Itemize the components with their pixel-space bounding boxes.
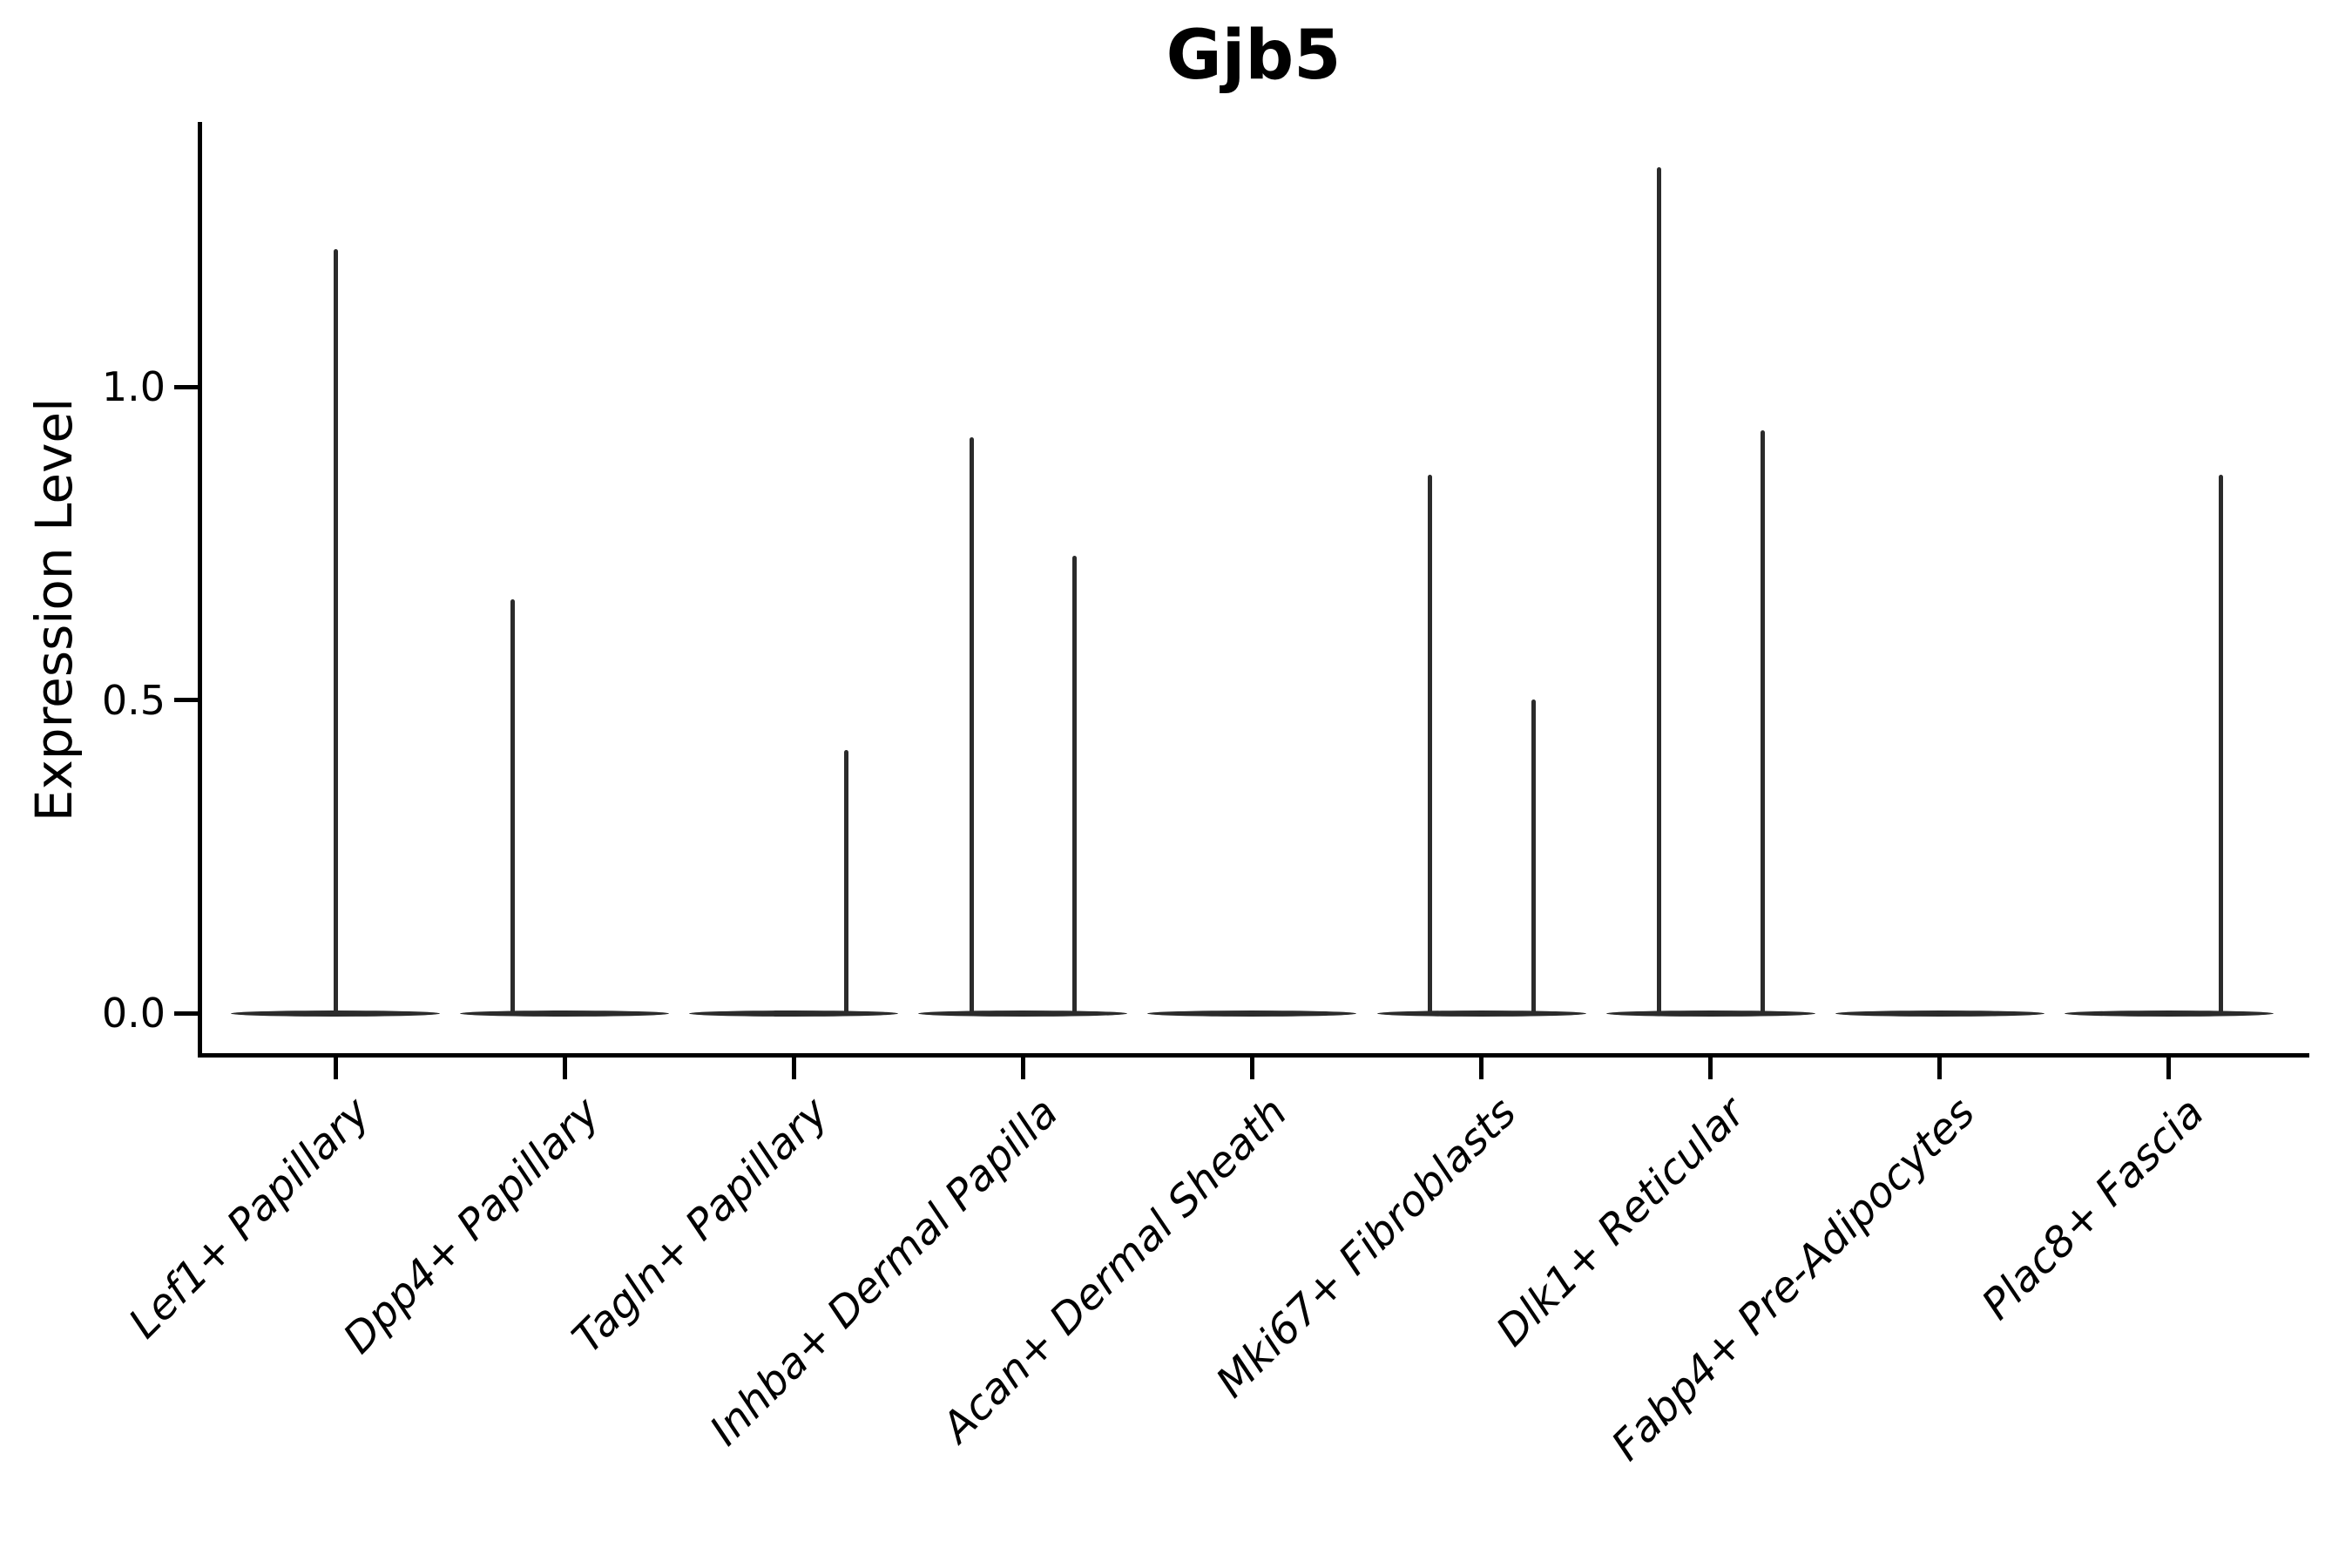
- violin-body: [918, 1010, 1128, 1017]
- violin-spike: [1761, 430, 1766, 1013]
- violin-body: [231, 1010, 440, 1017]
- x-axis-spine: [198, 1053, 2309, 1058]
- y-tick: [174, 1010, 198, 1016]
- x-tick-label: Dpp4+ Papillary: [334, 1088, 609, 1363]
- violin-body: [460, 1010, 670, 1017]
- x-tick: [333, 1058, 338, 1079]
- violin-spike: [843, 750, 848, 1013]
- x-tick: [1249, 1058, 1254, 1079]
- x-tick: [1937, 1058, 1943, 1079]
- violin-spike: [1531, 700, 1536, 1013]
- x-tick-label: Dlk1+ Reticular: [1487, 1088, 1755, 1356]
- violin-body: [1605, 1010, 1815, 1017]
- x-tick-label: Plac8+ Fascia: [1971, 1088, 2213, 1329]
- y-axis-spine: [198, 122, 202, 1058]
- x-tick: [2166, 1058, 2172, 1079]
- x-tick: [1020, 1058, 1025, 1079]
- violin-spike: [2219, 475, 2224, 1013]
- violin-spike: [333, 249, 338, 1013]
- x-tick: [562, 1058, 567, 1079]
- violin-body: [1147, 1010, 1357, 1017]
- y-tick-label: 0.0: [101, 990, 166, 1037]
- violin-spike: [1071, 556, 1077, 1013]
- violin-body: [1835, 1010, 2044, 1017]
- violin-spike: [969, 437, 974, 1013]
- violin-spike: [1428, 475, 1432, 1013]
- violin-body: [2064, 1010, 2274, 1017]
- y-tick: [174, 698, 198, 702]
- x-tick-label: Lef1+ Papillary: [119, 1088, 380, 1348]
- chart-title: Gjb5: [1166, 17, 1342, 95]
- y-axis-label: Expression Level: [24, 397, 84, 822]
- y-tick: [174, 384, 198, 389]
- x-tick-label: Tagln+ Papillary: [563, 1088, 838, 1363]
- x-tick: [791, 1058, 796, 1079]
- y-tick-label: 0.5: [101, 676, 166, 724]
- violin-body: [689, 1010, 899, 1017]
- violin-body: [1376, 1010, 1586, 1017]
- x-tick: [1708, 1058, 1713, 1079]
- y-tick-label: 1.0: [101, 363, 166, 410]
- x-tick: [1479, 1058, 1484, 1079]
- violin-spike: [1657, 167, 1662, 1013]
- violin-spike: [510, 599, 515, 1013]
